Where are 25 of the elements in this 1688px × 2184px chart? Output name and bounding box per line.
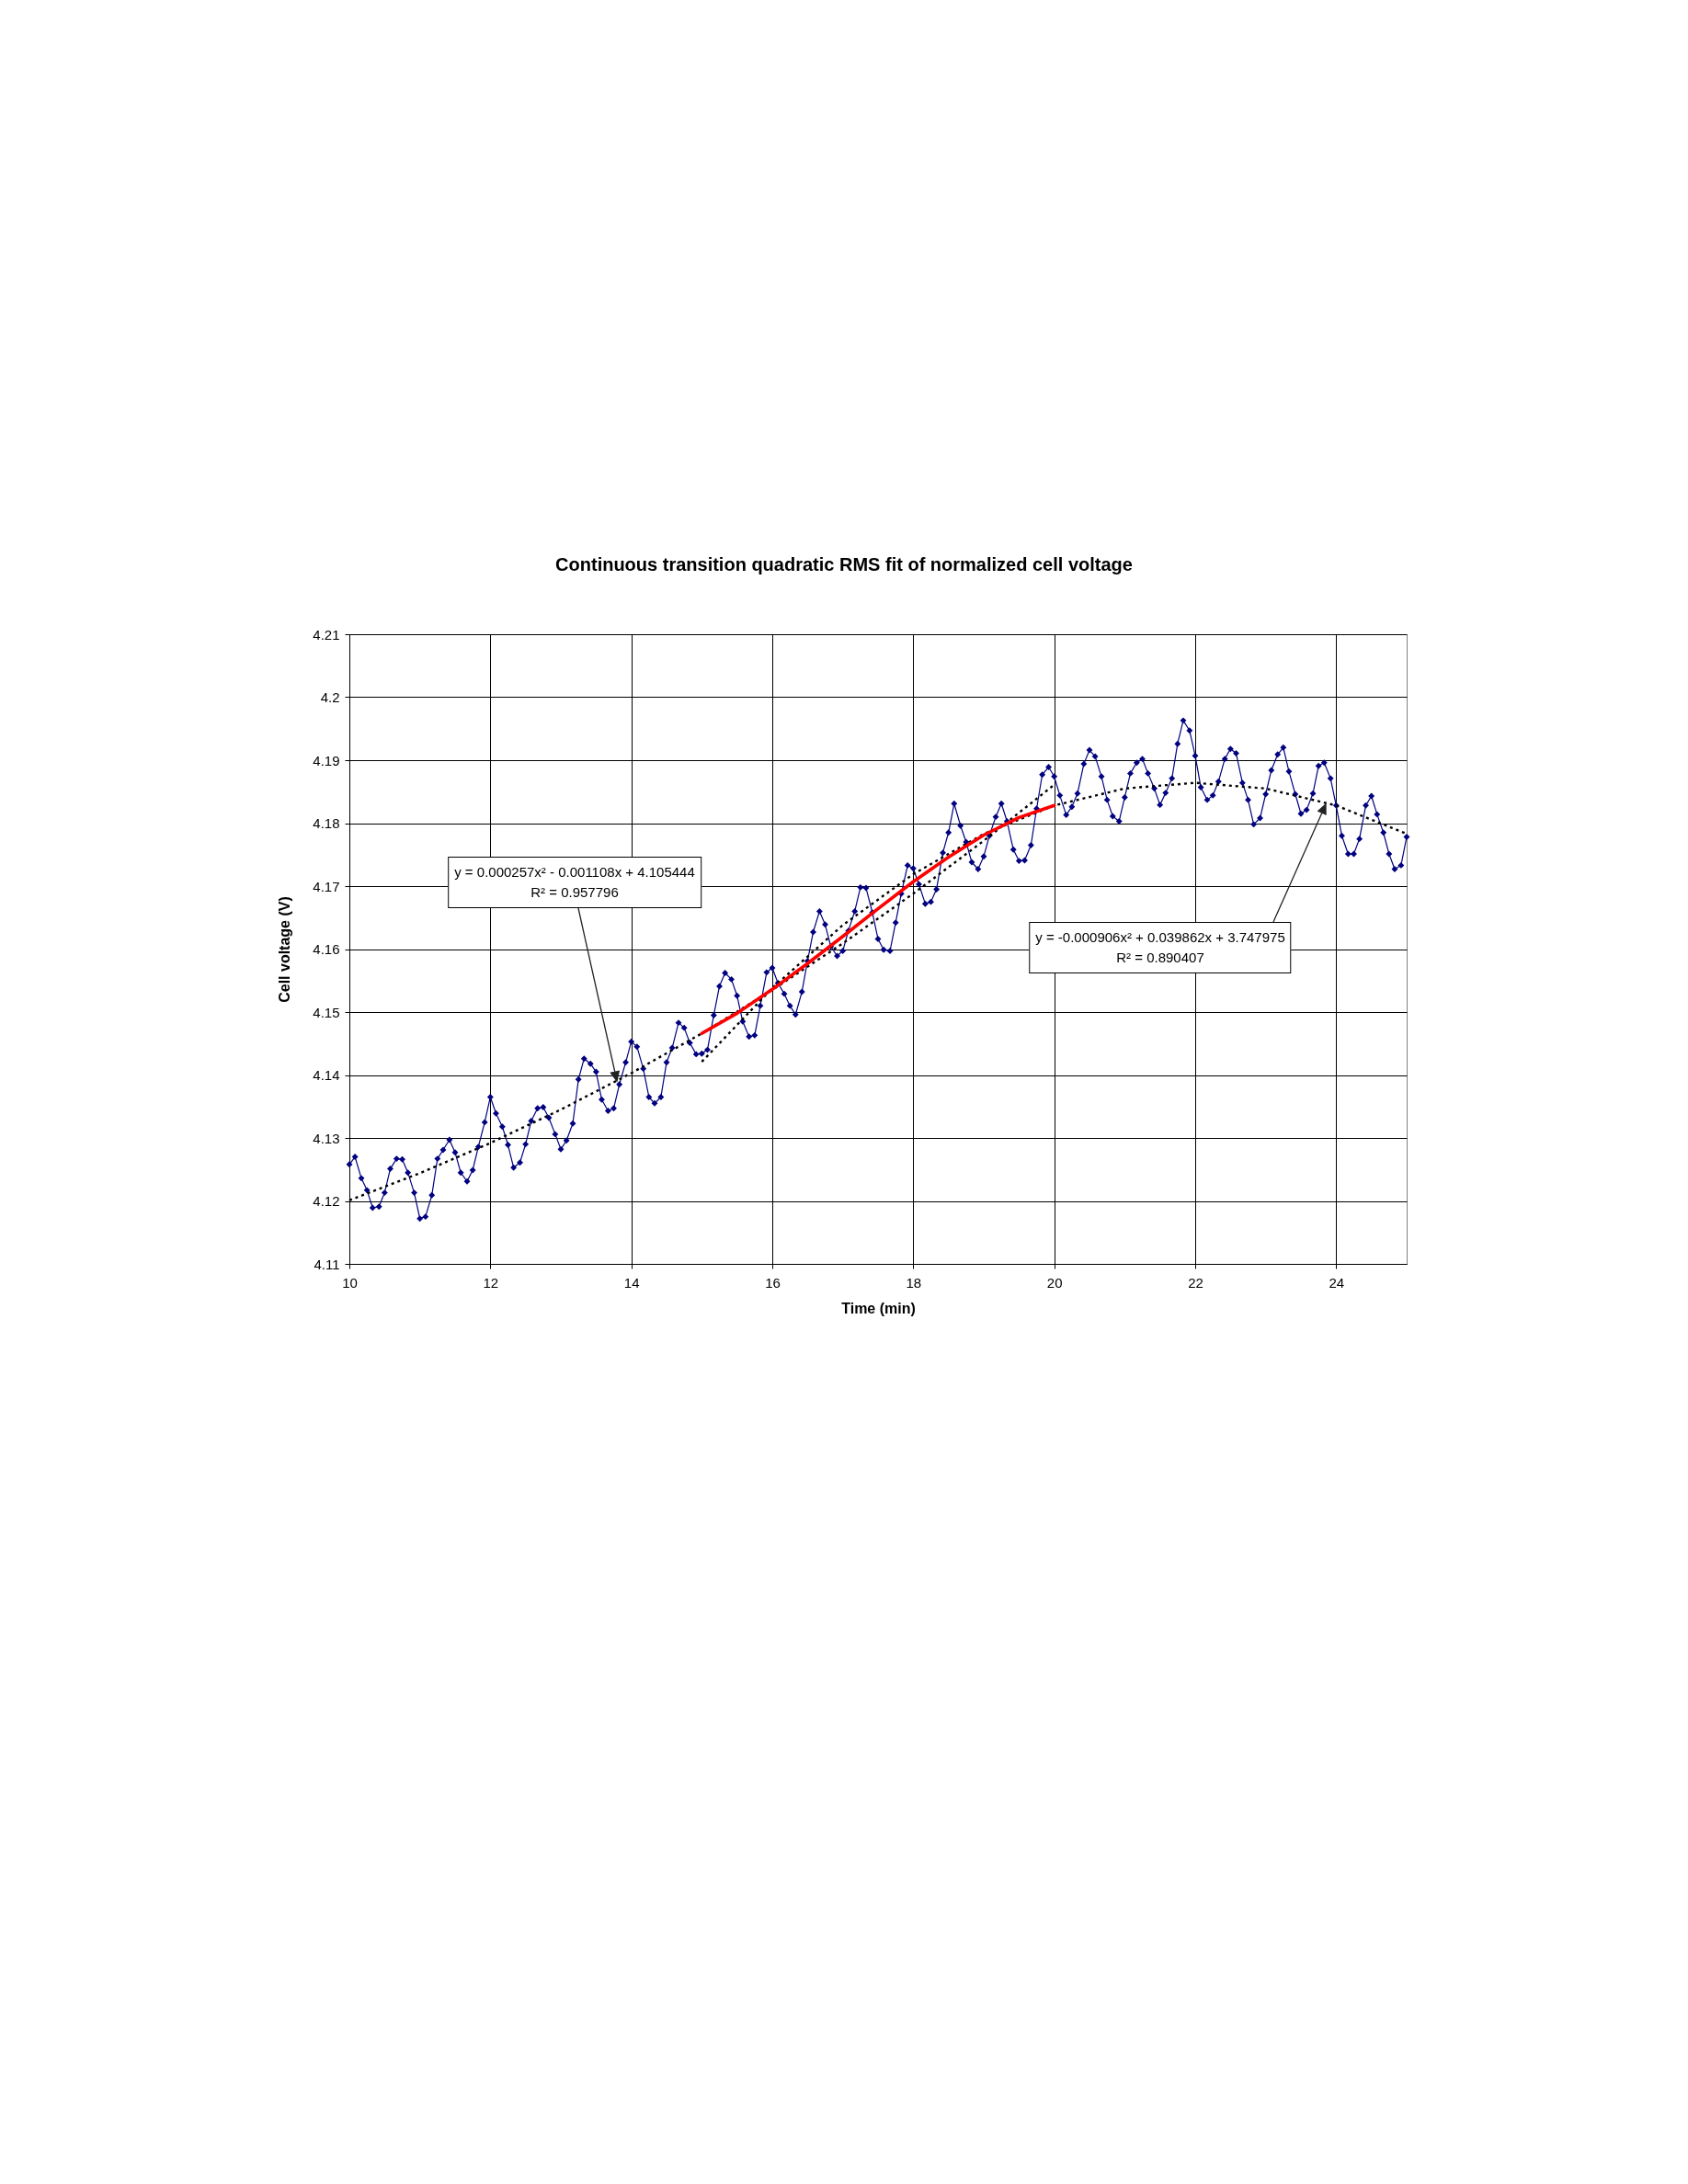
annotation: y = -0.000906x² + 0.039862x + 3.747975 R² = 0.890407 (1029, 922, 1292, 973)
x-tick-label: 24 (1329, 1274, 1345, 1291)
x-tick-label: 22 (1188, 1274, 1203, 1291)
y-tick-label: 4.16 (313, 941, 340, 957)
y-tick-label: 4.18 (313, 815, 340, 831)
x-axis-title: Time (min) (841, 1300, 916, 1316)
y-axis-title: Cell voltage (V) (277, 896, 293, 1003)
y-tick-label: 4.21 (313, 626, 340, 643)
x-tick-label: 14 (623, 1274, 640, 1291)
y-tick-label: 4.13 (313, 1130, 340, 1146)
x-tick-label: 18 (906, 1274, 922, 1291)
y-tick-label: 4.19 (313, 752, 340, 768)
x-tick-label: 10 (342, 1274, 358, 1291)
annotation: y = 0.000257x² - 0.001108x + 4.105444 R² = 0.957796 (448, 857, 701, 908)
y-tick-label: 4.14 (313, 1067, 340, 1083)
y-tick-label: 4.12 (313, 1193, 340, 1209)
x-tick-label: 16 (765, 1274, 781, 1291)
x-tick-label: 20 (1046, 1274, 1063, 1291)
chart-title: Continuous transition quadratic RMS fit of normalized cell voltage (555, 554, 1133, 574)
y-tick-label: 4.11 (314, 1256, 340, 1272)
y-tick-label: 4.2 (320, 689, 340, 705)
line-series (700, 803, 1056, 1036)
y-tick-label: 4.17 (313, 878, 340, 894)
y-tick-label: 4.15 (313, 1004, 340, 1020)
x-tick-label: 12 (483, 1274, 499, 1291)
